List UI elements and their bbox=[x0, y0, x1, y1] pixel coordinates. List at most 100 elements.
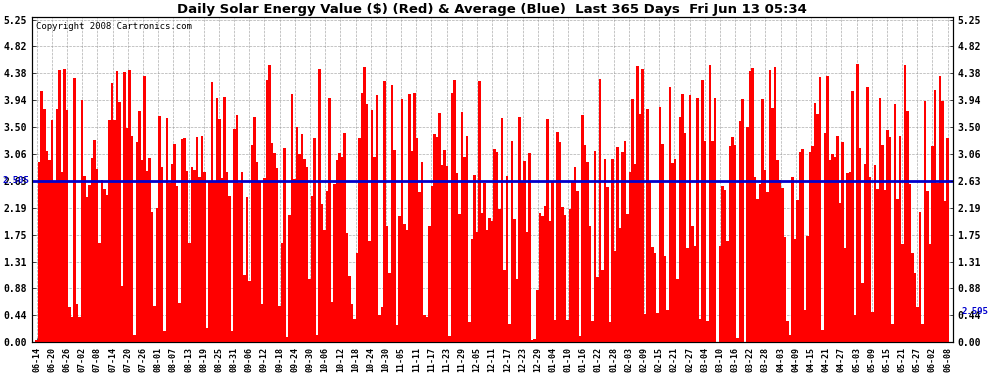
Bar bbox=[258, 182, 260, 342]
Bar bbox=[774, 68, 776, 342]
Bar bbox=[273, 153, 276, 342]
Bar bbox=[116, 71, 118, 342]
Bar bbox=[250, 146, 253, 342]
Bar bbox=[73, 78, 75, 342]
Bar bbox=[509, 324, 511, 342]
Bar bbox=[771, 108, 774, 342]
Bar bbox=[296, 127, 298, 342]
Bar bbox=[879, 98, 881, 342]
Bar bbox=[929, 244, 932, 342]
Bar bbox=[679, 117, 681, 342]
Bar bbox=[806, 236, 809, 342]
Bar bbox=[899, 136, 901, 342]
Bar bbox=[326, 190, 329, 342]
Bar bbox=[286, 337, 288, 342]
Bar bbox=[303, 159, 306, 342]
Bar bbox=[213, 182, 216, 342]
Bar bbox=[631, 99, 634, 342]
Bar bbox=[471, 239, 473, 342]
Bar bbox=[832, 154, 834, 342]
Bar bbox=[937, 183, 939, 342]
Bar bbox=[453, 80, 456, 342]
Bar bbox=[924, 101, 927, 342]
Bar bbox=[226, 172, 228, 342]
Bar bbox=[917, 307, 919, 342]
Bar bbox=[901, 244, 904, 342]
Bar bbox=[719, 246, 721, 342]
Bar bbox=[283, 148, 286, 342]
Bar bbox=[178, 303, 180, 342]
Bar bbox=[138, 111, 141, 342]
Bar bbox=[148, 159, 150, 342]
Bar bbox=[78, 317, 80, 342]
Bar bbox=[837, 136, 839, 342]
Bar bbox=[524, 161, 526, 342]
Bar bbox=[463, 157, 466, 342]
Bar bbox=[909, 184, 912, 342]
Bar bbox=[150, 212, 153, 342]
Bar bbox=[331, 302, 334, 342]
Bar bbox=[843, 248, 846, 342]
Bar bbox=[606, 188, 609, 342]
Bar bbox=[894, 104, 896, 342]
Bar bbox=[298, 154, 301, 342]
Bar bbox=[653, 254, 656, 342]
Bar bbox=[68, 307, 70, 342]
Bar bbox=[511, 141, 514, 342]
Bar bbox=[881, 145, 884, 342]
Bar bbox=[201, 135, 203, 342]
Bar bbox=[626, 214, 629, 342]
Bar bbox=[851, 91, 853, 342]
Bar bbox=[329, 98, 331, 342]
Bar bbox=[634, 164, 637, 342]
Bar bbox=[268, 65, 270, 342]
Bar bbox=[871, 312, 874, 342]
Bar bbox=[799, 152, 801, 342]
Bar bbox=[809, 152, 811, 342]
Bar bbox=[521, 181, 524, 342]
Bar bbox=[123, 72, 126, 342]
Bar bbox=[391, 85, 393, 342]
Bar bbox=[912, 253, 914, 342]
Title: Daily Solar Energy Value ($) (Red) & Average (Blue)  Last 365 Days  Fri Jun 13 0: Daily Solar Energy Value ($) (Red) & Ave… bbox=[177, 3, 807, 16]
Bar bbox=[922, 324, 924, 342]
Bar bbox=[363, 66, 366, 342]
Bar bbox=[111, 83, 113, 342]
Bar bbox=[38, 162, 41, 342]
Bar bbox=[350, 304, 353, 342]
Bar bbox=[311, 196, 313, 342]
Bar bbox=[308, 279, 311, 342]
Bar bbox=[827, 76, 829, 342]
Bar bbox=[386, 226, 388, 342]
Bar bbox=[848, 172, 851, 342]
Bar bbox=[711, 141, 714, 342]
Bar bbox=[724, 190, 727, 342]
Bar bbox=[41, 91, 43, 342]
Bar bbox=[80, 100, 83, 342]
Bar bbox=[376, 96, 378, 342]
Bar bbox=[876, 189, 879, 342]
Bar bbox=[341, 158, 344, 342]
Bar bbox=[488, 218, 491, 342]
Bar bbox=[869, 177, 871, 342]
Bar bbox=[727, 241, 729, 342]
Bar bbox=[737, 338, 739, 342]
Bar bbox=[108, 120, 111, 342]
Bar bbox=[861, 283, 864, 342]
Bar bbox=[381, 307, 383, 342]
Bar bbox=[786, 321, 789, 342]
Bar bbox=[943, 201, 946, 342]
Bar bbox=[241, 172, 244, 342]
Bar bbox=[353, 320, 355, 342]
Bar bbox=[83, 176, 85, 342]
Bar bbox=[551, 182, 553, 342]
Bar bbox=[581, 115, 583, 342]
Bar bbox=[439, 113, 441, 342]
Bar bbox=[248, 281, 250, 342]
Bar bbox=[483, 183, 486, 342]
Bar bbox=[666, 309, 668, 342]
Bar bbox=[791, 177, 794, 342]
Bar bbox=[496, 152, 498, 342]
Bar bbox=[466, 136, 468, 342]
Bar bbox=[829, 160, 832, 342]
